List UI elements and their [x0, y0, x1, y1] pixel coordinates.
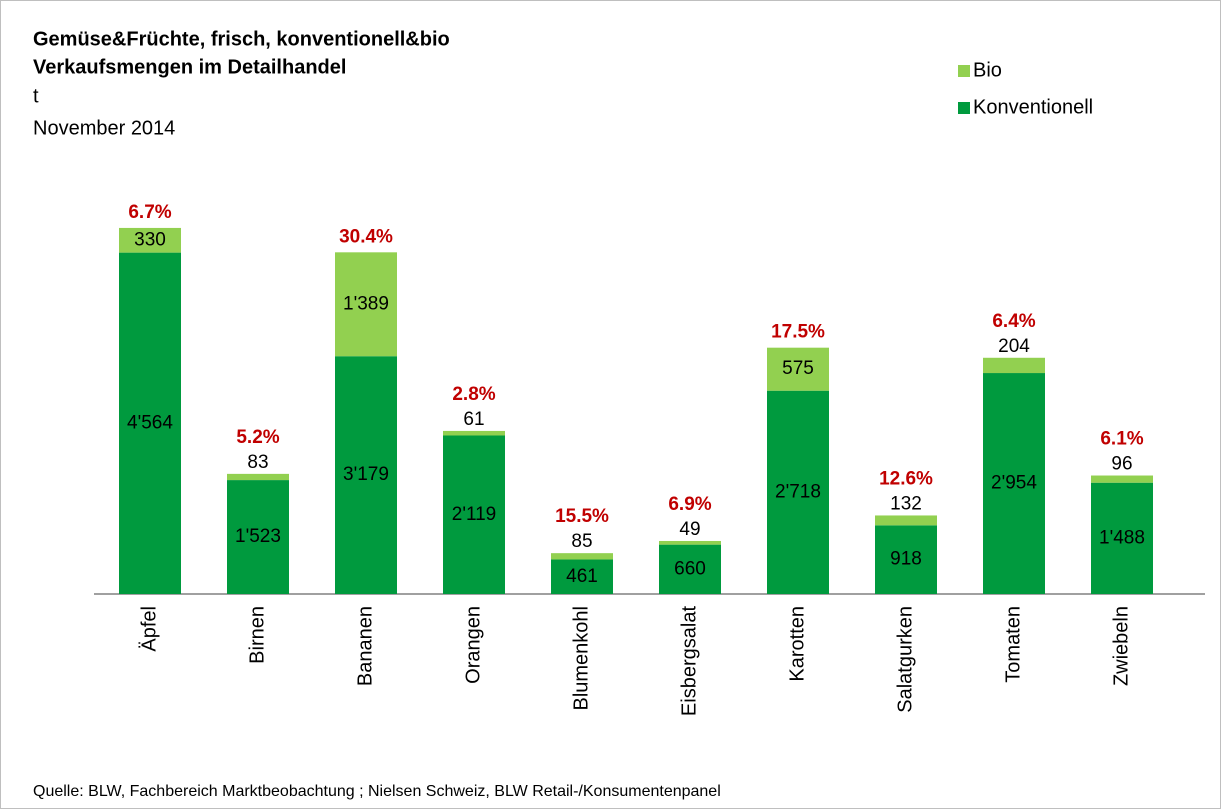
legend-swatch — [958, 65, 970, 77]
bar-segment — [119, 227, 181, 253]
bar-segment — [551, 553, 613, 560]
bio-share-label: 12.6% — [879, 468, 933, 489]
legend-label: Bio — [973, 59, 1002, 81]
bar-segment — [983, 373, 1045, 594]
bar-segment — [875, 525, 937, 594]
x-tick-label: Orangen — [462, 606, 484, 684]
value-label: 61 — [463, 409, 484, 430]
legend-swatch — [958, 102, 970, 114]
unit: t — [33, 85, 39, 107]
bar-segment — [767, 347, 829, 391]
bio-share-label: 5.2% — [236, 427, 279, 448]
bar-segment — [875, 515, 937, 526]
value-label: 132 — [890, 493, 922, 514]
x-tick-label: Tomaten — [1002, 606, 1024, 683]
value-label: 1'389 — [343, 293, 389, 314]
value-label: 204 — [998, 336, 1030, 357]
x-tick-label: Bananen — [354, 606, 376, 686]
bio-share-label: 6.9% — [668, 494, 711, 515]
value-label: 575 — [782, 358, 814, 379]
bar-segment — [335, 252, 397, 357]
value-label: 1'523 — [235, 526, 281, 547]
value-label: 2'119 — [452, 504, 497, 525]
bio-share-label: 2.8% — [452, 384, 495, 405]
bar-segment — [1091, 475, 1153, 483]
bar-segment — [1091, 482, 1153, 594]
period: November 2014 — [33, 117, 175, 139]
value-label: 330 — [134, 229, 166, 250]
bio-share-label: 17.5% — [771, 322, 825, 343]
bar-segment — [659, 544, 721, 594]
value-label: 83 — [247, 452, 268, 473]
x-tick-label: Karotten — [786, 606, 808, 682]
bio-share-label: 15.5% — [555, 506, 609, 527]
bar-segment — [659, 540, 721, 545]
legend-label: Konventionell — [973, 96, 1093, 118]
source: Quelle: BLW, Fachbereich Marktbeobachtun… — [33, 783, 721, 800]
value-label: 4'564 — [127, 412, 173, 433]
bio-share-label: 6.1% — [1100, 429, 1143, 450]
x-tick-label: Eisbergsalat — [678, 606, 700, 717]
value-label: 49 — [679, 519, 700, 540]
bar-segment — [443, 435, 505, 594]
value-label: 660 — [674, 558, 706, 579]
x-tick-label: Zwiebeln — [1110, 606, 1132, 686]
value-label: 2'718 — [775, 481, 821, 502]
bio-share-label: 30.4% — [339, 226, 393, 247]
value-label: 96 — [1111, 454, 1132, 475]
value-label: 1'488 — [1099, 527, 1145, 548]
bar-segment — [227, 480, 289, 594]
bar-segment — [227, 473, 289, 481]
x-tick-label: Salatgurken — [894, 606, 916, 713]
value-label: 461 — [566, 566, 598, 587]
chart-title: Gemüse&Früchte, frisch, konventionell&bi… — [33, 28, 450, 50]
bar-segment — [551, 559, 613, 594]
bar-segment — [119, 252, 181, 594]
x-tick-label: Birnen — [246, 606, 268, 664]
value-label: 3'179 — [343, 464, 389, 485]
bar-segment — [335, 356, 397, 594]
bar-segment — [983, 357, 1045, 374]
value-label: 2'954 — [991, 473, 1037, 494]
bar-segment — [767, 390, 829, 594]
value-label: 918 — [890, 549, 922, 570]
x-tick-label: Äpfel — [138, 606, 160, 652]
bio-share-label: 6.7% — [128, 202, 171, 223]
value-label: 85 — [571, 531, 592, 552]
chart-subtitle: Verkaufsmengen im Detailhandel — [33, 56, 346, 78]
bio-share-label: 6.4% — [992, 311, 1035, 332]
x-tick-label: Blumenkohl — [570, 606, 592, 711]
bar-segment — [443, 430, 505, 436]
